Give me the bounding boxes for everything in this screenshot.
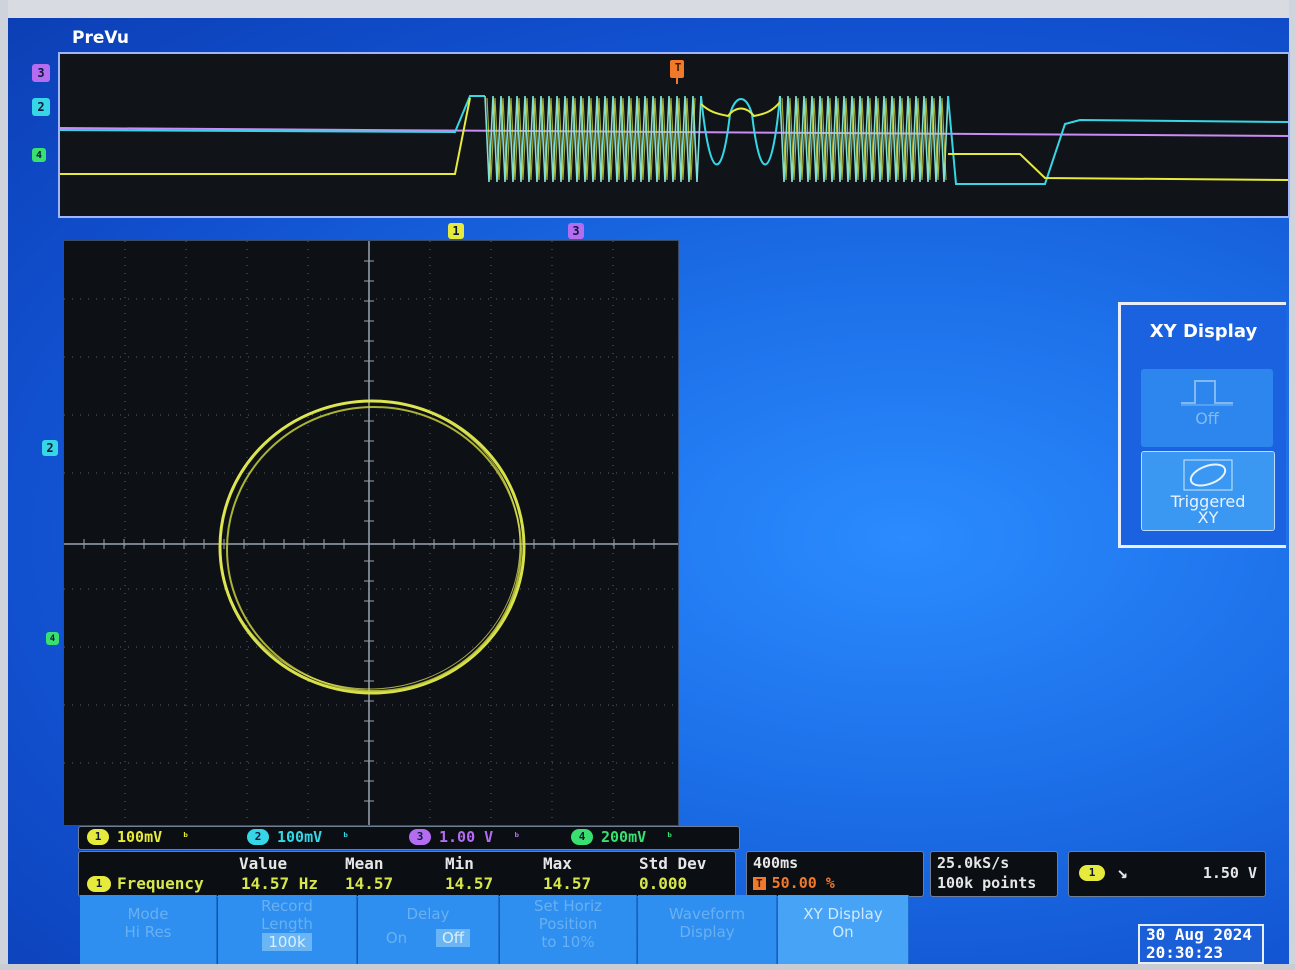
- record-length-softkey[interactable]: Record Length 100k: [218, 895, 357, 965]
- meas-header-value: Value: [239, 854, 288, 873]
- ch2-scale-readout[interactable]: 2 100mV ᵇ: [247, 828, 349, 846]
- monitor-bezel-top: [0, 0, 1295, 18]
- trigger-position-marker[interactable]: T: [674, 61, 682, 74]
- ch4-offset-marker[interactable]: 4: [32, 148, 46, 162]
- ch1-scale: 100mV: [117, 828, 163, 846]
- waveform-label-1: Waveform: [668, 905, 746, 923]
- ch4-chip: 4: [571, 829, 593, 845]
- falling-edge-icon: ↘: [1117, 862, 1128, 883]
- meas-header-std: Std Dev: [639, 854, 707, 873]
- date-time-readout: 30 Aug 2024 20:30:23: [1138, 924, 1264, 964]
- triggered-label-line2: XY: [1197, 508, 1219, 527]
- delay-softkey[interactable]: Delay On Off: [358, 895, 499, 965]
- ellipse-icon: [1183, 459, 1233, 491]
- ch3-position-marker[interactable]: 3: [568, 223, 584, 239]
- trigger-ch-chip: 1: [1079, 864, 1105, 881]
- xy-plot: [64, 241, 678, 825]
- scope-screen: PreVu 3 2 4: [8, 18, 1290, 965]
- meas-std: 0.000: [639, 874, 688, 893]
- trigger-t-icon: T: [753, 876, 766, 890]
- meas-mean: 14.57: [345, 874, 394, 893]
- ch4-xy-marker[interactable]: 4: [46, 632, 59, 645]
- channel-scale-bar: 1 100mV ᵇ 2 100mV ᵇ 3 1.00 V ᵇ 4 200mV ᵇ: [78, 826, 740, 850]
- prevu-waveforms: [60, 60, 1288, 185]
- timebase-scale: 400ms: [753, 854, 799, 872]
- timebase-readout[interactable]: 400ms T 50.00 %: [746, 851, 924, 897]
- xy-menu-title: XY Display: [1149, 321, 1258, 342]
- meas-name-text: Frequency: [117, 874, 204, 893]
- record-label-1: Record: [261, 897, 313, 915]
- delay-on-option: On: [385, 929, 408, 947]
- record-label-2: Length: [261, 915, 313, 933]
- trigger-position-readout: T 50.00 %: [753, 874, 835, 892]
- meas-min: 14.57: [445, 874, 494, 893]
- ch1-bandwidth-icon: ᵇ: [182, 830, 190, 844]
- prevu-label: PreVu: [72, 28, 130, 48]
- ch2-xy-marker[interactable]: 2: [42, 440, 58, 456]
- xy-display-softkey[interactable]: XY Display On: [778, 895, 909, 965]
- delay-label: Delay: [406, 905, 450, 923]
- trigger-level: 1.50 V: [1202, 864, 1257, 882]
- measurement-readout[interactable]: Value Mean Min Max Std Dev 1 Frequency 1…: [78, 851, 736, 897]
- ch4-bandwidth-icon: ᵇ: [666, 830, 674, 844]
- time-text: 20:30:23: [1146, 943, 1224, 962]
- meas-name: 1 Frequency: [87, 874, 204, 893]
- xy-off-label: Off: [1195, 409, 1219, 428]
- ch3-scale-readout[interactable]: 3 1.00 V ᵇ: [409, 828, 520, 846]
- monitor-bezel-bottom: [0, 964, 1295, 970]
- waveform-display-softkey[interactable]: Waveform Display: [638, 895, 777, 965]
- ch2-offset-marker[interactable]: 2: [32, 98, 50, 116]
- meas-header-max: Max: [543, 854, 572, 873]
- ch4-scale: 200mV: [601, 828, 647, 846]
- meas-header-mean: Mean: [345, 854, 384, 873]
- trigger-readout[interactable]: 1 ↘ 1.50 V: [1068, 851, 1266, 897]
- triggered-label-line1: Triggered: [1170, 492, 1246, 511]
- trigger-position-value: 50.00 %: [771, 874, 835, 892]
- xy-softkey-value: On: [832, 923, 854, 941]
- ch1-chip: 1: [87, 829, 109, 845]
- xy-off-button[interactable]: Off: [1141, 369, 1273, 447]
- xy-softkey-label: XY Display: [803, 905, 883, 923]
- meas-header-min: Min: [445, 854, 474, 873]
- ch2-scale: 100mV: [277, 828, 323, 846]
- mode-softkey[interactable]: Mode Hi Res: [80, 895, 217, 965]
- trigger-source: 1 ↘: [1079, 862, 1128, 883]
- mode-value: Hi Res: [124, 923, 172, 941]
- xy-graticule: [63, 240, 679, 826]
- meas-max: 14.57: [543, 874, 592, 893]
- waveform-label-2: Display: [679, 923, 735, 941]
- delay-off-option: Off: [435, 929, 471, 947]
- ch3-scale: 1.00 V: [439, 828, 494, 846]
- ch1-position-marker[interactable]: 1: [448, 223, 464, 239]
- record-points: 100k points: [937, 874, 1037, 892]
- ch2-chip: 2: [247, 829, 269, 845]
- ch1-scale-readout[interactable]: 1 100mV ᵇ: [87, 828, 189, 846]
- square-wave-icon: [1181, 380, 1233, 406]
- ch2-bandwidth-icon: ᵇ: [342, 830, 350, 844]
- horiz-label-1: Set Horiz: [533, 897, 603, 915]
- triggered-xy-button[interactable]: Triggered XY: [1141, 451, 1275, 531]
- triggered-xy-label: Triggered XY: [1142, 494, 1274, 526]
- horiz-label-2: Position: [538, 915, 598, 933]
- horiz-label-3: to 10%: [541, 933, 595, 951]
- ch3-chip: 3: [409, 829, 431, 845]
- monitor-bezel-left: [0, 0, 8, 970]
- meas-value: 14.57 Hz: [241, 874, 319, 893]
- monitor-bezel-right: [1289, 0, 1295, 970]
- ch4-scale-readout[interactable]: 4 200mV ᵇ: [571, 828, 673, 846]
- sample-rate: 25.0kS/s: [937, 854, 1010, 872]
- acquisition-readout[interactable]: 25.0kS/s 100k points: [930, 851, 1058, 897]
- prevu-waveform-strip: T: [58, 52, 1290, 218]
- meas-ch-chip: 1: [87, 875, 111, 892]
- record-length-value: 100k: [262, 933, 312, 951]
- ch3-bandwidth-icon: ᵇ: [513, 830, 521, 844]
- set-horiz-position-softkey[interactable]: Set Horiz Position to 10%: [500, 895, 637, 965]
- ch3-offset-marker[interactable]: 3: [32, 64, 50, 82]
- date-text: 30 Aug 2024: [1146, 925, 1252, 944]
- xy-display-menu: XY Display Off Triggered XY: [1118, 302, 1286, 548]
- mode-label: Mode: [127, 905, 169, 923]
